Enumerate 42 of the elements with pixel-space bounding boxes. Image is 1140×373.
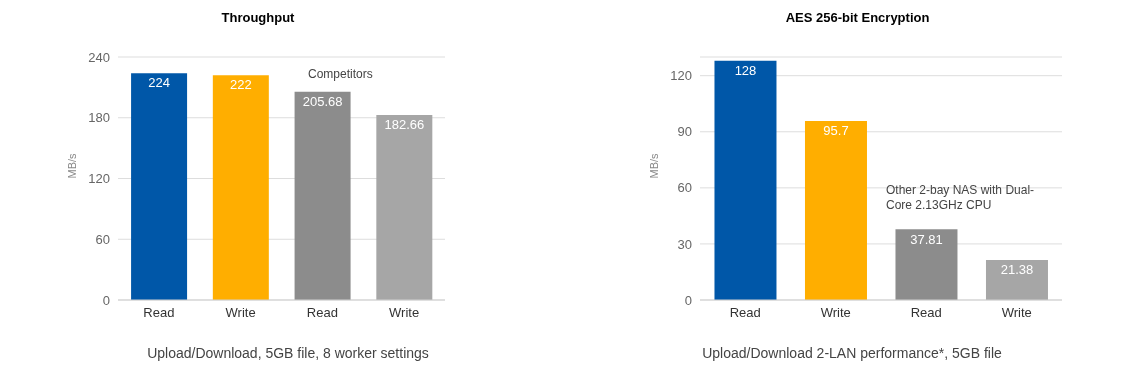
bar <box>714 60 777 300</box>
data-label: 95.7 <box>823 123 849 139</box>
bar <box>376 115 433 300</box>
y-axis-title: MB/s <box>65 152 78 179</box>
bar <box>131 73 188 300</box>
bar <box>895 229 958 300</box>
x-tick-label: Read <box>729 305 761 321</box>
chart-title: Throughput <box>221 10 295 25</box>
y-tick-label: 60 <box>677 180 692 196</box>
y-tick-label: 120 <box>670 68 692 84</box>
y-tick-label: 30 <box>677 236 692 252</box>
data-label: 128 <box>734 62 757 78</box>
x-tick-label: Read <box>306 305 338 321</box>
x-tick-label: Write <box>389 305 420 321</box>
annotation: Other 2-bay NAS with Dual-Core 2.13GHz CPU <box>886 183 1036 213</box>
x-tick-label: Read <box>910 305 942 321</box>
data-label: 21.38 <box>1000 262 1034 278</box>
y-tick-label: 240 <box>88 49 110 65</box>
annotation: Competitors <box>308 67 374 82</box>
y-axis-title: MB/s <box>647 152 660 179</box>
bar <box>212 75 269 300</box>
data-label: 205.68 <box>302 93 343 109</box>
text: Upload/Download 2-LAN performance*, 5GB file <box>701 345 1003 361</box>
x-tick-label: Write <box>225 305 256 321</box>
y-tick-label: 0 <box>684 292 692 308</box>
y-tick-label: 120 <box>88 171 110 187</box>
x-tick-label: Read <box>143 305 175 321</box>
y-tick-label: 0 <box>102 292 110 308</box>
x-tick-label: Write <box>820 305 851 321</box>
data-label: 37.81 <box>910 231 943 247</box>
text: Upload/Download, 5GB file, 8 worker settings <box>146 345 430 361</box>
data-label: 224 <box>148 75 170 91</box>
data-label: 222 <box>229 77 252 93</box>
bar <box>294 91 351 300</box>
bar <box>804 121 867 300</box>
data-label: 182.66 <box>384 117 425 133</box>
y-tick-label: 60 <box>95 231 110 247</box>
bar <box>985 260 1048 300</box>
x-tick-label: Write <box>1001 305 1032 321</box>
y-tick-label: 180 <box>88 110 110 126</box>
chart-title: AES 256-bit Encryption <box>785 10 930 25</box>
y-tick-label: 90 <box>677 124 692 140</box>
